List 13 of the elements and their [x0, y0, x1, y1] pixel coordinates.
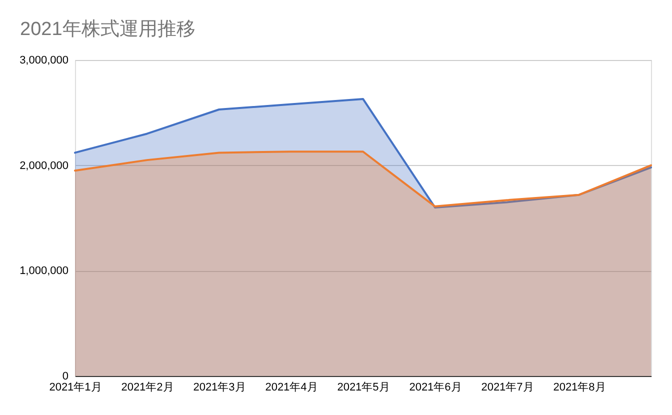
y-tick-label: 0	[62, 370, 68, 382]
x-tick-label: 2021年3月	[193, 382, 246, 394]
x-tick-label: 2021年8月	[553, 382, 606, 394]
x-tick-label: 2021年6月	[409, 382, 462, 394]
x-tick-label: 2021年5月	[337, 382, 390, 394]
y-tick-label: 3,000,000	[20, 54, 68, 66]
x-tick-label: 2021年7月	[481, 382, 534, 394]
x-tick-label: 2021年2月	[121, 382, 174, 394]
x-tick-label: 2021年1月	[49, 382, 102, 394]
x-tick-label: 2021年4月	[265, 382, 318, 394]
y-tick-label: 1,000,000	[20, 265, 68, 278]
chart-title: 2021年株式運用推移	[20, 19, 196, 40]
y-tick-label: 2,000,000	[20, 160, 68, 172]
